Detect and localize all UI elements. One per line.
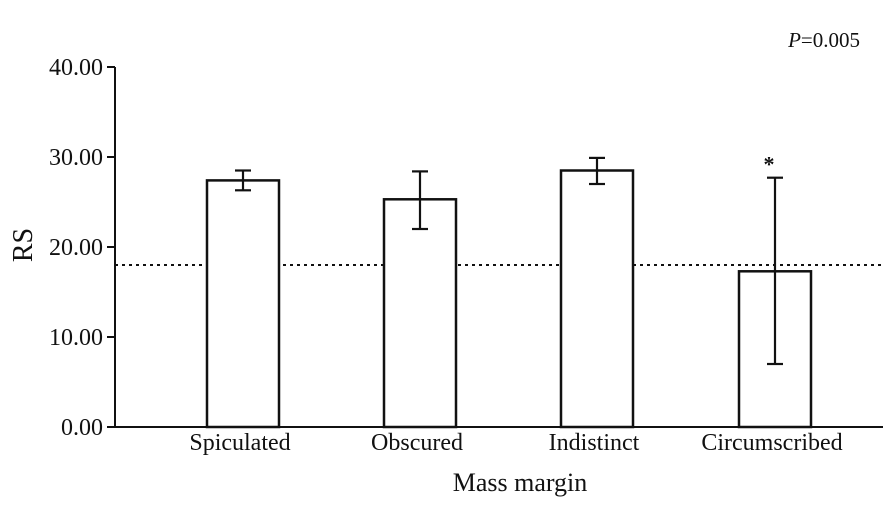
y-tick-label: 40.00 [49, 55, 103, 81]
x-axis-title: Mass margin [453, 468, 588, 497]
category-label-spiculated: Spiculated [189, 430, 290, 456]
p-value-annotation: P=0.005 [787, 28, 860, 52]
bar-obscured [382, 198, 458, 429]
y-axis-title: RS [8, 228, 39, 262]
y-tick-label: 30.00 [49, 145, 103, 171]
category-labels: Spiculated Obscured Indistinct Circumscribe… [189, 430, 842, 456]
p-value-suffix: =0.005 [801, 28, 860, 52]
significance-marker: * [764, 152, 775, 177]
category-label-obscured: Obscured [371, 430, 463, 456]
y-tick-label: 0.00 [61, 415, 103, 441]
y-axis-ticks: 0.00 10.00 20.00 30.00 40.00 [49, 55, 115, 441]
bars-group [205, 169, 813, 429]
y-tick-label: 20.00 [49, 235, 103, 261]
bar-indistinct [559, 169, 635, 429]
category-label-circumscribed: Circumscribed [701, 430, 842, 456]
category-label-indistinct: Indistinct [549, 430, 640, 456]
error-bars-group [235, 156, 783, 366]
bar-spiculated [205, 179, 281, 429]
p-value-prefix: P [787, 28, 801, 52]
y-tick-label: 10.00 [49, 325, 103, 351]
